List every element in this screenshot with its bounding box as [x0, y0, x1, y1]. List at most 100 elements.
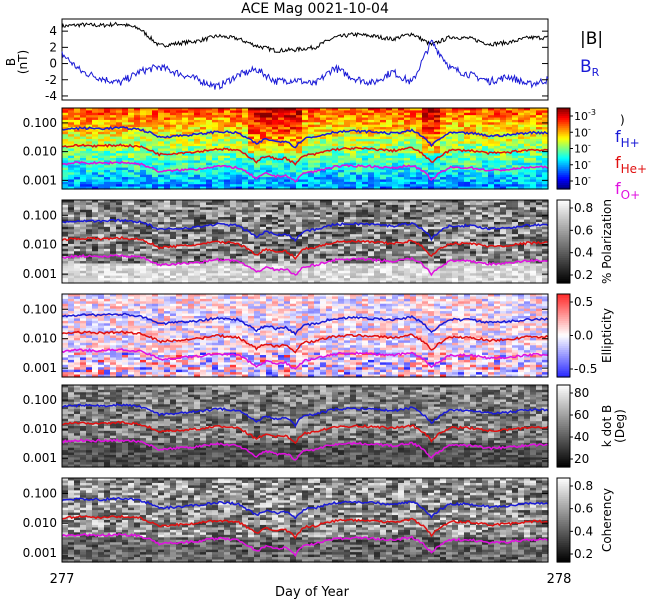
- spectrogram-cell: [332, 122, 339, 126]
- spectrogram-cell: [62, 167, 69, 171]
- spectrogram-cell: [176, 112, 183, 116]
- spectrogram-cell: [194, 108, 201, 111]
- legend-b-radial: BR: [580, 57, 600, 79]
- spectrogram-cell: [326, 134, 333, 138]
- spectrogram-cell: [200, 256, 207, 260]
- spectrogram-cell: [134, 155, 141, 159]
- spectrogram-cell: [428, 184, 435, 188]
- spectrogram-cell: [98, 258, 105, 262]
- spectrogram-cell: [272, 129, 279, 133]
- spectrogram-cell: [116, 134, 123, 138]
- spectrogram-cell: [68, 117, 75, 121]
- spectrogram-cell: [158, 200, 165, 204]
- spectrogram-cell: [212, 280, 219, 284]
- spectrogram-cell: [362, 184, 369, 188]
- spectrogram-cell: [62, 110, 69, 114]
- spectrogram-cell: [380, 127, 387, 131]
- spectrogram-cell: [524, 141, 531, 145]
- spectrogram-cell: [332, 174, 339, 178]
- spectrogram-cell: [98, 112, 105, 116]
- spectrogram-cell: [152, 177, 159, 181]
- spectrogram-cell: [398, 127, 405, 131]
- spectrogram-cell: [206, 229, 213, 233]
- spectrogram-cell: [362, 160, 369, 164]
- spectrogram-cell: [494, 181, 501, 185]
- spectrogram-cell: [98, 207, 105, 211]
- spectrogram-cell: [134, 174, 141, 178]
- spectrogram-cell: [278, 146, 285, 150]
- spectrogram-cell: [188, 122, 195, 126]
- spectrogram-cell: [416, 179, 423, 183]
- spectrogram-cell: [218, 179, 225, 183]
- spectrogram-cell: [224, 162, 231, 166]
- spectrogram-cell: [68, 275, 75, 279]
- spectrogram-cell: [206, 134, 213, 138]
- spectrogram-cell: [68, 119, 75, 123]
- spectrogram-cell: [170, 112, 177, 116]
- spectrogram-cell: [86, 134, 93, 138]
- spectrogram-cell: [170, 278, 177, 282]
- spectrogram-cell: [176, 138, 183, 142]
- spectrogram-cell: [464, 155, 471, 159]
- spectrogram-cell: [140, 153, 147, 157]
- spectrogram-cell: [530, 127, 537, 131]
- spectrogram-cell: [236, 127, 243, 131]
- spectrogram-cell: [116, 184, 123, 188]
- spectrogram-cell: [320, 153, 327, 157]
- spectrogram-cell: [512, 134, 519, 138]
- spectrogram-cell: [86, 108, 93, 111]
- spectrogram-cell: [92, 134, 99, 138]
- spectrogram-cell: [500, 153, 507, 157]
- spectrogram-cell: [524, 143, 531, 147]
- spectrogram-cell: [104, 212, 111, 216]
- spectrogram-cell: [422, 143, 429, 147]
- spectrogram-cell: [182, 268, 189, 272]
- spectrogram-cell: [80, 258, 87, 262]
- spectrogram-cell: [338, 134, 345, 138]
- spectrogram-cell: [362, 181, 369, 185]
- spectrogram-cell: [62, 174, 69, 178]
- spectrogram-cell: [194, 241, 201, 245]
- spectrogram-cell: [188, 184, 195, 188]
- spectrogram-cell: [386, 167, 393, 171]
- spectrogram-cell: [158, 217, 165, 221]
- spectrogram-cell: [68, 278, 75, 282]
- spectrogram-cell: [434, 124, 441, 128]
- spectrogram-cell: [320, 184, 327, 188]
- spectrogram-cell: [92, 115, 99, 119]
- spectrogram-cell: [218, 115, 225, 119]
- spectrogram-cell: [200, 184, 207, 188]
- spectrogram-cell: [494, 177, 501, 181]
- spectrogram-cell: [212, 204, 219, 208]
- spectrogram-cell: [62, 234, 69, 238]
- spectrogram-cell: [134, 136, 141, 140]
- spectrogram-cell: [248, 179, 255, 183]
- spectrogram-cell: [536, 174, 543, 178]
- spectrogram-cell: [194, 256, 201, 260]
- spectrogram-cell: [74, 275, 81, 279]
- spectrogram-cell: [410, 115, 417, 119]
- spectrogram-cell: [488, 146, 495, 150]
- spectrogram-cell: [308, 127, 315, 131]
- spectrogram-cell: [446, 146, 453, 150]
- spectrogram-cell: [500, 143, 507, 147]
- spectrogram-cell: [470, 184, 477, 188]
- spectrogram-cell: [506, 153, 513, 157]
- spectrogram-cell: [224, 112, 231, 116]
- spectrogram-cell: [542, 112, 549, 116]
- spectrogram-cell: [128, 112, 135, 116]
- spectrogram-cell: [224, 110, 231, 114]
- spectrogram-cell: [176, 172, 183, 176]
- spectrogram-cell: [212, 108, 219, 111]
- spectrogram-cell: [194, 184, 201, 188]
- spectrogram-cell: [176, 217, 183, 221]
- spectrogram-cell: [344, 174, 351, 178]
- spectrogram-cell: [134, 226, 141, 230]
- spectrogram-cell: [200, 124, 207, 128]
- spectrogram-cell: [518, 138, 525, 142]
- spectrogram-cell: [158, 146, 165, 150]
- spectrogram-cell: [212, 112, 219, 116]
- spectrogram-cell: [74, 117, 81, 121]
- spectrogram-cell: [404, 127, 411, 131]
- spectrogram-cell: [194, 112, 201, 116]
